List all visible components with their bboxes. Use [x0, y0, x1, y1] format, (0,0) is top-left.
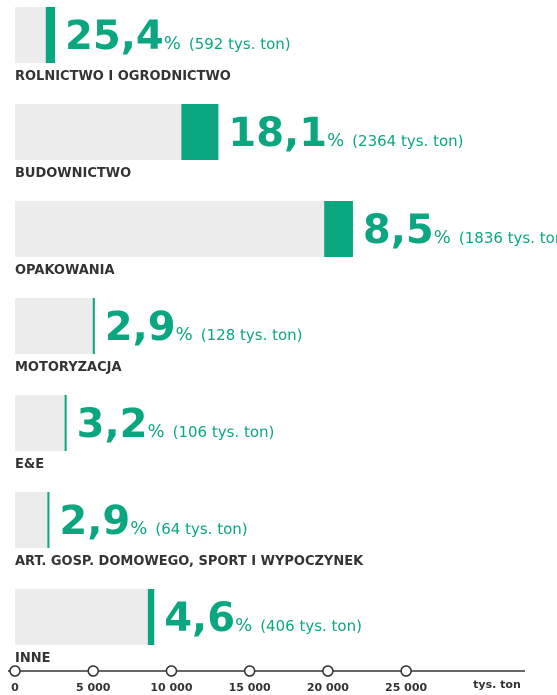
tick-mark: [9, 665, 21, 677]
share-label: 2,9%: [105, 304, 193, 350]
recycled-label: (2364 tys. ton): [352, 132, 463, 150]
share-label: 18,1%: [228, 110, 344, 156]
x-tick-label: 15 000: [229, 681, 271, 694]
category-label: OPAKOWANIA: [15, 263, 115, 278]
x-tick-label: 0: [11, 681, 19, 694]
category-label: E&E: [15, 457, 44, 472]
recycled-label: (592 tys. ton): [189, 35, 291, 53]
share-label: 2,9%: [59, 498, 147, 544]
recycled-label: (406 tys. ton): [260, 617, 362, 635]
category-label: INNE: [15, 651, 50, 666]
category-label: BUDOWNICTWO: [15, 166, 131, 181]
bar: [15, 395, 67, 451]
recycled-bar: [147, 589, 155, 645]
recycled-bar: [92, 298, 95, 354]
x-tick-label: 25 000: [385, 681, 427, 694]
recycled-label: (106 tys. ton): [173, 423, 275, 441]
share-label: 3,2%: [77, 401, 165, 447]
recycled-label: (128 tys. ton): [201, 326, 303, 344]
x-tick-label: 20 000: [307, 681, 349, 694]
recycled-bar: [45, 7, 56, 63]
bar: [15, 201, 353, 257]
recycled-bar: [324, 201, 353, 257]
recycled-label: (64 tys. ton): [155, 520, 247, 538]
x-tick-label: 10 000: [150, 681, 192, 694]
category-label: MOTORYZACJA: [15, 360, 122, 375]
bar: [15, 492, 50, 548]
tick-mark: [165, 665, 178, 677]
bar: [15, 589, 155, 645]
category-label: ROLNICTWO I OGRODNICTWO: [15, 69, 231, 84]
share-label: 25,4%: [65, 13, 181, 59]
tick-mark: [322, 665, 334, 677]
bar: [15, 298, 95, 354]
x-axis-label: tys. ton: [473, 678, 521, 691]
x-tick-label: 5 000: [76, 681, 111, 694]
recycled-bar: [64, 395, 67, 451]
tick-mark: [400, 665, 412, 677]
tick-mark: [243, 665, 256, 677]
tick-mark: [87, 665, 99, 677]
recycled-bar: [181, 104, 219, 160]
recycled-bar: [47, 492, 50, 548]
share-label: 4,6%: [164, 595, 252, 641]
recycled-label: (1836 tys. ton): [459, 229, 557, 247]
category-label: ART. GOSP. DOMOWEGO, SPORT I WYPOCZYNEK: [15, 554, 364, 569]
share-label: 8,5%: [363, 207, 451, 253]
